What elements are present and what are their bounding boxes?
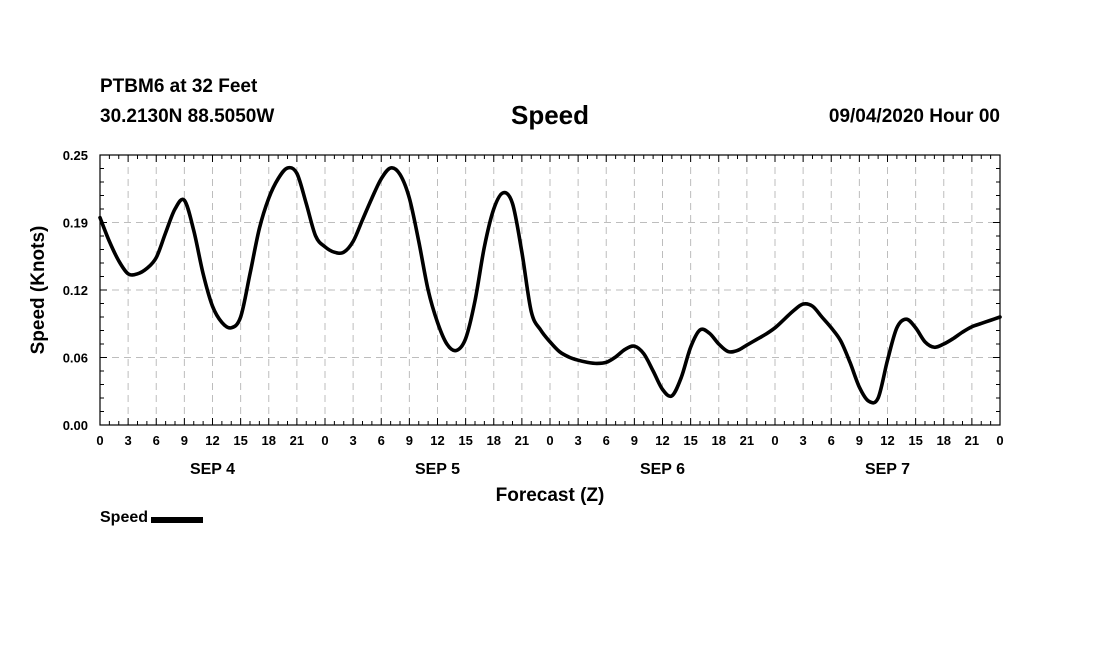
grid-layer <box>100 155 1000 425</box>
x-tick-label: 0 <box>546 433 553 448</box>
y-axis-title: Speed (Knots) <box>28 226 49 355</box>
series-layer <box>98 165 1002 405</box>
y-tick-label: 0.06 <box>63 351 88 366</box>
x-tick-label: 0 <box>996 433 1003 448</box>
plot-frame <box>99 154 1001 426</box>
x-tick-label: 12 <box>430 433 444 448</box>
series-line-speed <box>98 165 1002 405</box>
x-tick-label: 9 <box>856 433 863 448</box>
chart-title: Speed <box>510 100 590 130</box>
x-tick-label: 21 <box>965 433 979 448</box>
forecast-datetime: 09/04/2020 Hour 00 <box>828 106 1000 127</box>
y-tick-label: 0.12 <box>63 283 88 298</box>
y-tick-label: 0.19 <box>63 216 88 231</box>
x-tick-label: 21 <box>290 433 304 448</box>
x-tick-label: 18 <box>487 433 501 448</box>
x-tick-label: 18 <box>262 433 276 448</box>
x-tick-label: 12 <box>205 433 219 448</box>
x-axis-title: Forecast (Z) <box>496 485 605 506</box>
y-tick-label: 0.25 <box>63 148 88 163</box>
x-tick-label: 15 <box>683 433 697 448</box>
legend-label: Speed <box>100 509 149 526</box>
x-tick-label: 12 <box>655 433 669 448</box>
x-tick-label: 18 <box>712 433 726 448</box>
x-tick-label: 3 <box>350 433 357 448</box>
x-tick-label: 0 <box>321 433 328 448</box>
x-tick-label: 0 <box>96 433 103 448</box>
day-label: SEP 4 <box>190 461 235 478</box>
y-tick-label: 0.00 <box>63 418 88 433</box>
x-tick-label: 9 <box>406 433 413 448</box>
x-tick-label: 3 <box>800 433 807 448</box>
x-tick-label: 9 <box>181 433 188 448</box>
x-tick-label: 21 <box>515 433 529 448</box>
x-tick-label: 6 <box>153 433 160 448</box>
x-tick-label: 6 <box>828 433 835 448</box>
coordinates-label: 30.2130N 88.5050W <box>100 106 275 127</box>
legend: Speed <box>100 509 204 527</box>
x-tick-label: 9 <box>631 433 638 448</box>
x-tick-label: 15 <box>458 433 472 448</box>
label-layer: 0 3 6 9 12 15 18 21 0 3 6 9 12 15 18 21 0 3 6 9 12 15 18 21 0 3 6 9… <box>63 148 1004 478</box>
x-tick-label: 12 <box>880 433 894 448</box>
x-tick-label: 3 <box>125 433 132 448</box>
x-tick-label: 21 <box>740 433 754 448</box>
day-label: SEP 5 <box>415 461 460 478</box>
day-label: SEP 7 <box>865 461 910 478</box>
x-tick-label: 18 <box>937 433 951 448</box>
x-tick-label: 15 <box>908 433 922 448</box>
x-tick-label: 15 <box>233 433 247 448</box>
x-tick-label: 0 <box>771 433 778 448</box>
station-label: PTBM6 at 32 Feet <box>100 76 258 97</box>
legend-swatch <box>151 516 204 523</box>
day-label: SEP 6 <box>640 461 685 478</box>
x-tick-label: 6 <box>603 433 610 448</box>
x-tick-label: 6 <box>378 433 385 448</box>
x-tick-label: 3 <box>575 433 582 448</box>
